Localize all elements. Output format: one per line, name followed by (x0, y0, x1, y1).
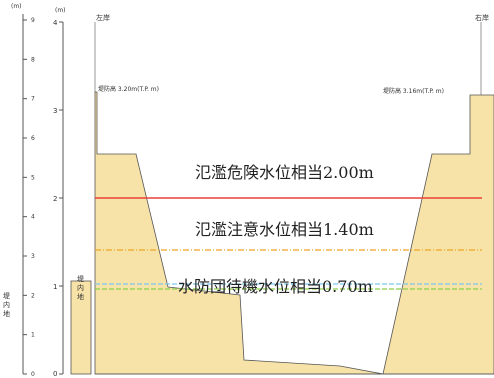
outer-tick-label: 7 (31, 96, 35, 103)
far-left-inner-land-char-3: 地 (3, 309, 10, 318)
standby-level-label: 水防団待機水位相当0.70m (178, 277, 373, 296)
outer-tick-label: 0 (31, 371, 35, 378)
outer-tick-label: 5 (31, 174, 35, 181)
inner-land-left: 堤 内 地 (70, 274, 92, 375)
right-levee-height-label: 堤防高 3.16m(T.P. m) (383, 87, 444, 95)
far-left-inner-land-char-1: 堤 (3, 291, 10, 300)
outer-axis: (m) 9 8 7 6 5 4 3 2 1 0 堤 内 地 (3, 3, 35, 378)
main-axis: (m) 4 3 2 1 0 (53, 7, 66, 378)
left-levee (94, 91, 384, 375)
left-bank-label: 左岸 (96, 13, 110, 22)
caution-level-label: 氾濫注意水位相当1.40m (195, 220, 374, 239)
outer-axis-unit: (m) (11, 3, 22, 10)
main-tick-label: 0 (53, 370, 57, 378)
right-bank-label: 右岸 (475, 13, 489, 22)
main-tick-label: 1 (53, 283, 57, 291)
inner-land-char-2: 内 (77, 283, 84, 292)
main-axis-unit: (m) (55, 7, 66, 14)
main-tick-label: 3 (53, 107, 57, 115)
outer-tick-label: 2 (31, 292, 35, 299)
main-tick-label: 2 (53, 195, 57, 203)
left-levee-height-label: 堤防高 3.20m(T.P. m) (98, 85, 159, 93)
outer-tick-label: 6 (31, 135, 35, 142)
outer-tick-label: 4 (31, 214, 35, 221)
outer-tick-label: 1 (31, 332, 35, 339)
far-left-inner-land-label: 堤 内 地 (3, 291, 10, 318)
danger-level-label: 氾濫危険水位相当2.00m (195, 163, 374, 182)
far-left-inner-land-char-2: 内 (3, 300, 10, 309)
right-levee (382, 94, 494, 375)
inner-land-char-1: 堤 (77, 274, 84, 283)
outer-tick-label: 9 (31, 17, 35, 24)
main-tick-label: 4 (53, 19, 58, 27)
outer-tick-label: 8 (31, 56, 35, 63)
outer-tick-label: 3 (31, 253, 35, 260)
inner-land-char-3: 地 (77, 292, 84, 301)
